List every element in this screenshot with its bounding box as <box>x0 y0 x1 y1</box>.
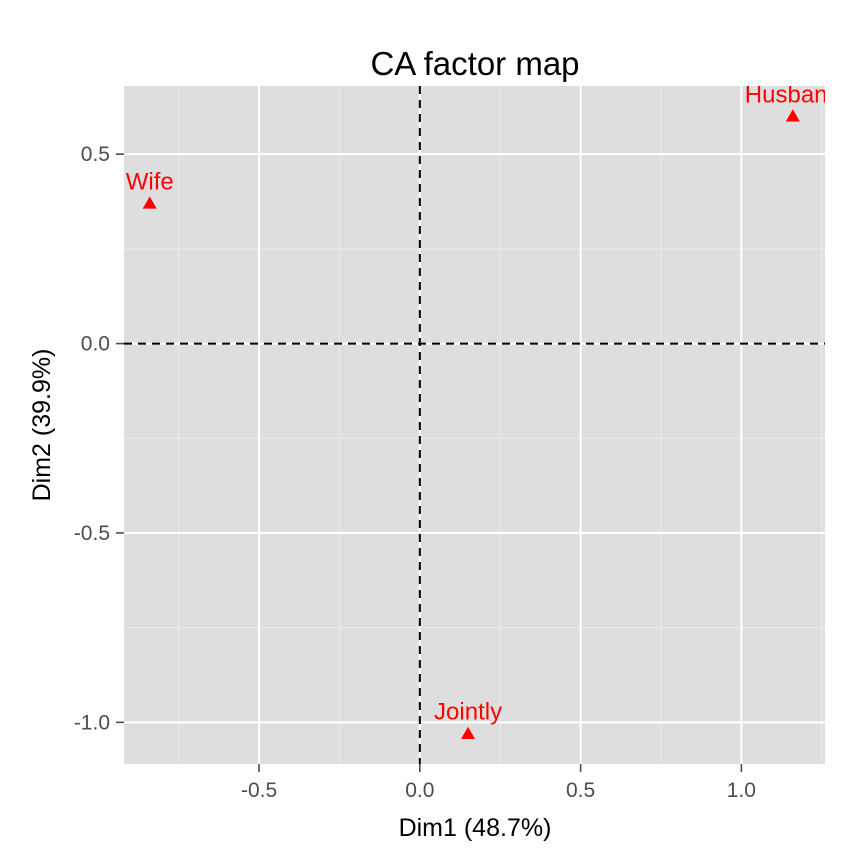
plot-panel <box>124 86 825 764</box>
y-axis-title: Dim2 (39.9%) <box>28 349 56 502</box>
y-tick-label: -0.5 <box>74 522 110 545</box>
x-axis-ticks: -0.5 0.0 0.5 1.0 <box>241 764 756 802</box>
y-tick-label: -1.0 <box>74 711 110 734</box>
data-points: Wife Husband Jointly <box>126 81 841 739</box>
x-tick-label: 0.5 <box>566 779 595 802</box>
chart-title: CA factor map <box>370 45 579 82</box>
point-marker-jointly <box>461 726 476 739</box>
y-tick-label: 0.0 <box>81 333 110 356</box>
y-tick-label: 0.5 <box>81 143 110 166</box>
x-tick-label: -0.5 <box>241 779 277 802</box>
point-label-jointly: Jointly <box>434 699 502 726</box>
reference-lines <box>124 86 825 764</box>
point-marker-wife <box>142 196 157 209</box>
x-tick-label: 0.0 <box>405 779 434 802</box>
y-axis-ticks: -1.0 -0.5 0.0 0.5 <box>74 143 124 734</box>
point-label-wife: Wife <box>126 168 174 195</box>
x-axis-title: Dim1 (48.7%) <box>399 814 552 842</box>
point-marker-husband <box>785 109 800 122</box>
minor-gridlines <box>124 86 825 764</box>
x-tick-label: 1.0 <box>727 779 756 802</box>
point-label-husband: Husband <box>745 81 841 108</box>
